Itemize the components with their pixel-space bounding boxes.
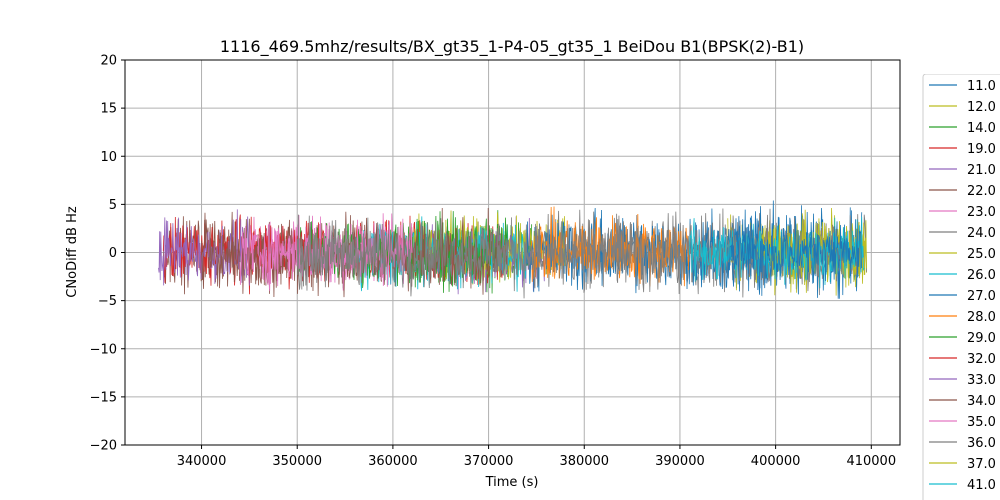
y-tick-label: 20 — [100, 54, 117, 69]
series-line-42.0 — [727, 215, 863, 289]
series-layer — [158, 200, 867, 299]
legend-entry: 19.0 — [967, 142, 996, 157]
x-tick-label: 380000 — [559, 454, 609, 469]
y-tick-label: 15 — [100, 102, 117, 117]
y-tick-label: −10 — [90, 342, 117, 357]
legend-entry: 24.0 — [967, 226, 996, 241]
legend-entry: 26.0 — [967, 268, 996, 283]
legend-entry: 12.0 — [967, 100, 996, 115]
series-line-41.0 — [689, 216, 865, 289]
legend-entry: 22.0 — [967, 184, 996, 199]
legend-entry: 41.0 — [967, 478, 996, 493]
x-tick-label: 340000 — [177, 454, 227, 469]
legend: 11.0 12.0 14.0 19.0 21.0 22.0 23.0 24.0 25.0 26.0… — [922, 74, 1000, 500]
legend-entry: 33.0 — [967, 373, 996, 388]
x-tick-label: 390000 — [655, 454, 705, 469]
axis-ticks: 340000 350000 360000 370000 380000 390000 4000… — [90, 54, 897, 470]
chart-title: 1116_469.5mhz/results/BX_gt35_1-P4-05_gt… — [220, 37, 804, 57]
legend-entry: 35.0 — [967, 415, 996, 430]
y-tick-label: 5 — [109, 198, 117, 213]
y-tick-label: 0 — [109, 246, 117, 261]
legend-entry: 11.0 — [967, 79, 996, 94]
y-axis-label: CNoDiff dB Hz — [65, 206, 80, 298]
x-tick-label: 360000 — [368, 454, 418, 469]
legend-entry: 25.0 — [967, 247, 996, 262]
legend-entry: 28.0 — [967, 310, 996, 325]
y-tick-label: 10 — [100, 150, 117, 165]
legend-entry: 37.0 — [967, 457, 996, 472]
legend-entry: 21.0 — [967, 163, 996, 178]
x-axis-label: Time (s) — [485, 475, 539, 490]
x-tick-label: 370000 — [464, 454, 514, 469]
x-tick-label: 350000 — [272, 454, 322, 469]
legend-entry: 27.0 — [967, 289, 996, 304]
x-tick-label: 400000 — [751, 454, 801, 469]
y-tick-label: −15 — [90, 390, 117, 405]
legend-entry: 36.0 — [967, 436, 996, 451]
legend-entry: 32.0 — [967, 352, 996, 367]
legend-box — [922, 74, 1000, 500]
legend-entry: 23.0 — [967, 205, 996, 220]
y-tick-label: −5 — [98, 294, 117, 309]
legend-entry: 34.0 — [967, 394, 996, 409]
y-tick-label: −20 — [90, 439, 117, 454]
series-line-36.0 — [296, 209, 863, 299]
legend-entry: 14.0 — [967, 121, 996, 136]
legend-entry: 29.0 — [967, 331, 996, 346]
x-tick-label: 410000 — [846, 454, 896, 469]
